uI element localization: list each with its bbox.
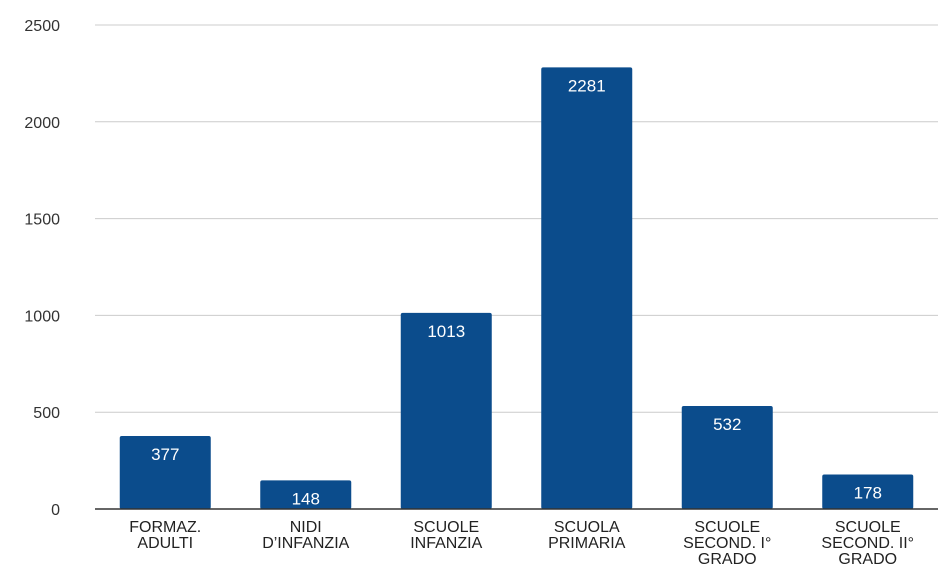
x-category-label-line: SCUOLE xyxy=(694,519,760,536)
bars xyxy=(119,67,914,509)
bar xyxy=(822,474,914,509)
x-category-label-line: SCUOLA xyxy=(554,519,620,536)
data-labels: 377 148 1013 2281 532 178 xyxy=(151,76,882,508)
bar xyxy=(260,480,352,509)
x-category-label-line: GRADO xyxy=(838,551,897,568)
x-category-label-line: INFANZIA xyxy=(410,535,482,552)
x-category-label: SCUOLA PRIMARIA xyxy=(548,519,626,552)
y-tick-label: 500 xyxy=(33,405,60,422)
x-category-label: SCUOLE INFANZIA xyxy=(410,519,482,552)
x-category-label-line: SECOND. I° xyxy=(683,535,771,552)
x-category-label: SCUOLE SECOND. II° GRADO xyxy=(821,519,914,568)
bar xyxy=(541,67,633,509)
bar xyxy=(119,436,211,509)
x-category-label-line: GRADO xyxy=(698,551,757,568)
x-category-label: NIDI D’INFANZIA xyxy=(262,519,349,552)
gridlines xyxy=(95,24,938,413)
y-tick-label: 1500 xyxy=(24,212,60,229)
y-tick-label: 1000 xyxy=(24,308,60,325)
y-tick-label: 2000 xyxy=(24,115,60,132)
data-label: 1013 xyxy=(427,322,465,341)
bar xyxy=(681,406,773,509)
y-axis-tick-labels: 0 500 1000 1500 2000 2500 xyxy=(24,18,60,519)
x-category-label: FORMAZ. ADULTI xyxy=(129,519,201,552)
data-label: 148 xyxy=(292,489,320,508)
data-label: 532 xyxy=(713,415,741,434)
x-category-label-line: NIDI xyxy=(290,519,322,536)
x-category-label-line: ADULTI xyxy=(137,535,193,552)
bar xyxy=(400,312,492,509)
y-tick-label: 2500 xyxy=(24,18,60,35)
x-category-label-line: D’INFANZIA xyxy=(262,535,349,552)
data-label: 178 xyxy=(854,484,882,503)
x-category-label-line: PRIMARIA xyxy=(548,535,626,552)
x-category-label-line: SCUOLE xyxy=(413,519,479,536)
x-category-label-line: FORMAZ. xyxy=(129,519,201,536)
y-tick-label: 0 xyxy=(51,502,60,519)
x-category-label-line: SECOND. II° xyxy=(821,535,914,552)
data-label: 2281 xyxy=(568,76,606,95)
x-category-label: SCUOLE SECOND. I° GRADO xyxy=(683,519,771,568)
x-category-label-line: SCUOLE xyxy=(835,519,901,536)
data-label: 377 xyxy=(151,445,179,464)
